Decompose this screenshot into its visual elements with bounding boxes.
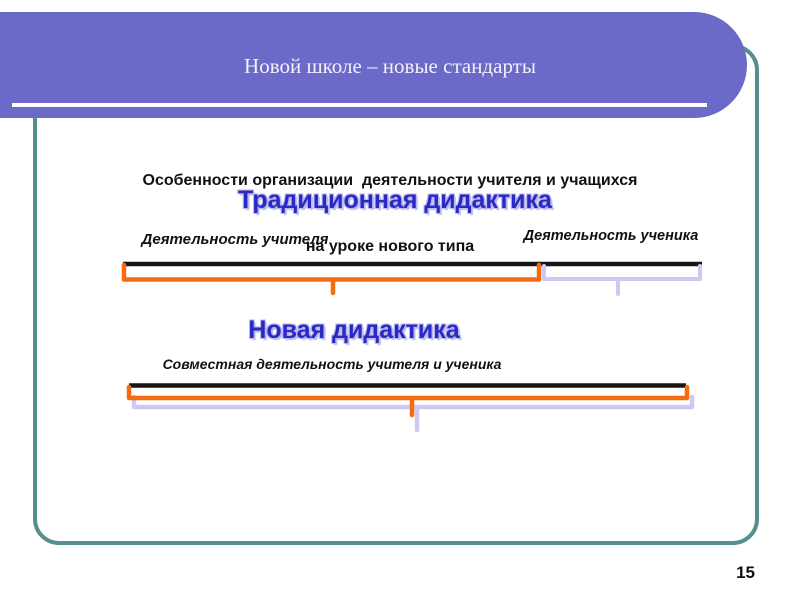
student-underbrace-icon: [542, 264, 702, 296]
heading-new-didactics: Новая дидактика: [248, 316, 460, 344]
page-number: 15: [736, 563, 755, 582]
label-teacher-activity: Деятельность учителя: [141, 231, 329, 248]
heading-traditional-didactics: Традиционная дидактика: [238, 186, 552, 214]
subtitle-line-2: на уроке нового типа: [305, 238, 475, 255]
teacher-underbrace-icon: [121, 262, 542, 296]
slide-title: Новой школе – новые стандарты: [244, 54, 536, 78]
traditional-activity-diagram: [121, 261, 702, 296]
slide-subtitle: Особенности организации деятельности учи…: [2, 126, 778, 302]
new-activity-diagram: [126, 383, 695, 433]
header-band: [0, 12, 747, 118]
joint-underbrace-icon: [126, 384, 690, 418]
subtitle-line-1: Особенности организации деятельности учи…: [142, 172, 638, 189]
label-joint-activity: Совместная деятельность учителя и ученик…: [162, 356, 502, 372]
label-student-activity: Деятельность ученика: [523, 228, 699, 244]
header-underline: [12, 103, 707, 107]
